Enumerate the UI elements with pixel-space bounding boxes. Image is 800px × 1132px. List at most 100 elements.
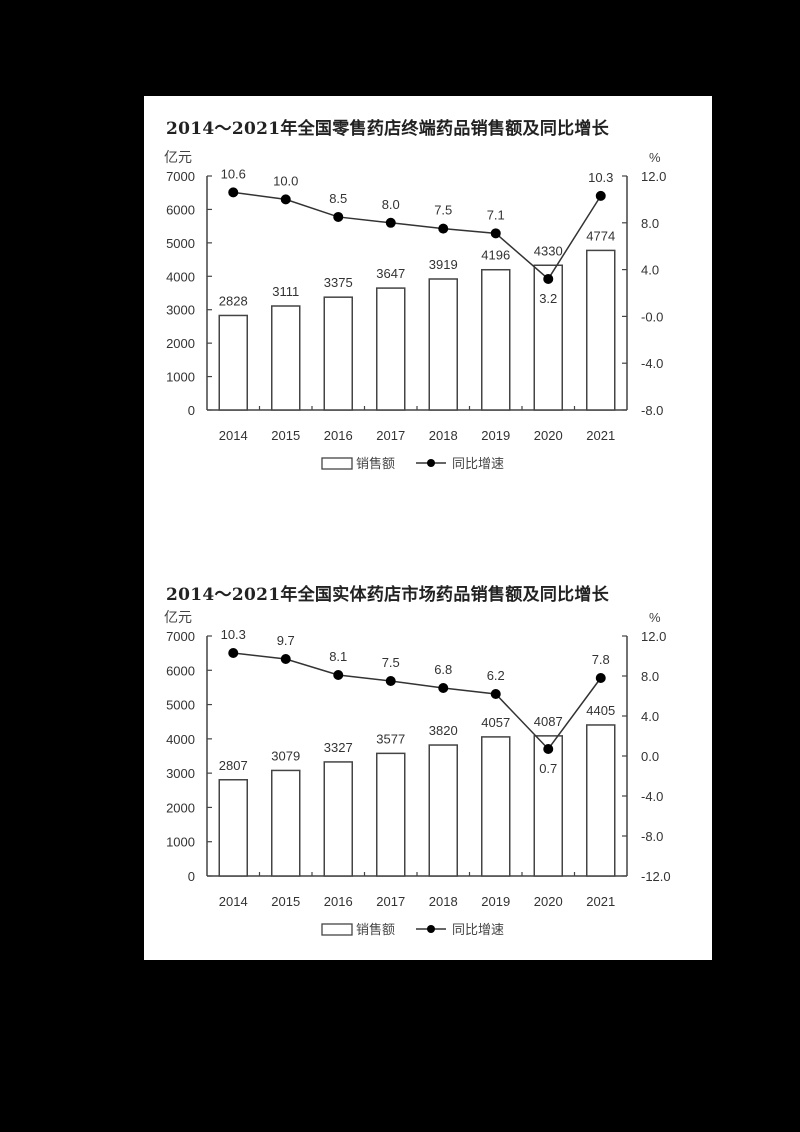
chart-title: 2014～2021年全国零售药店终端药品销售额及同比增长 [166, 119, 610, 139]
growth-rate-marker [333, 670, 344, 680]
bar-value-label: 4196 [481, 248, 510, 263]
retail-pharmacy-chart: 2014～2021年全国零售药店终端药品销售额及同比增长 亿元% 0 1000 200… [144, 96, 712, 516]
bar-value-label: 2807 [219, 758, 248, 773]
y2-tick-label: -4.0 [641, 789, 663, 804]
y-tick-label: 7000 [166, 629, 195, 644]
growth-rate-marker [543, 273, 554, 284]
y2-tick-label: 8.0 [641, 216, 659, 231]
y-tick-label: 3000 [166, 303, 195, 318]
x-tick-label: 2016 [324, 428, 353, 443]
bar-sales [428, 744, 458, 877]
y-tick-label: 1000 [166, 835, 195, 850]
y2-tick-label: 4.0 [641, 709, 659, 724]
bar-value-label: 4774 [586, 228, 615, 243]
growth-rate-line [233, 652, 602, 751]
growth-rate-marker [280, 194, 291, 205]
y2-tick-label: -12.0 [641, 869, 671, 884]
legend-label: 销售额 [356, 456, 395, 471]
y2-tick-label: 4.0 [641, 263, 659, 278]
rate-value-label: 10.3 [221, 627, 246, 642]
y2-tick-label: -8.0 [641, 403, 663, 418]
chart-plot: 亿元 % 0 1000 2000 3000 4000 5000 6000 7000 -8.0 -4.0… [164, 149, 666, 471]
bar-value-label: 4405 [586, 703, 615, 718]
x-tick-label: 2015 [271, 894, 300, 909]
y-tick-label: 2000 [166, 800, 195, 815]
rate-value-label: 7.5 [434, 203, 452, 218]
rate-value-label: 10.6 [221, 166, 246, 181]
y-tick-label: 5000 [166, 236, 195, 251]
x-tick-label: 2016 [324, 894, 353, 909]
legend-bar-swatch [321, 923, 353, 936]
growth-rate-marker [228, 187, 239, 198]
y-tick-label: 1000 [166, 370, 195, 385]
y2-tick-label: 8.0 [641, 669, 659, 684]
chart-legend: 销售额 同比增速 [321, 922, 504, 937]
bar-sales [218, 779, 248, 877]
x-tick-label: 2020 [534, 428, 563, 443]
y-axis-unit-label: 亿元 [164, 149, 192, 165]
bar-sales [323, 761, 353, 877]
bar-sales [586, 724, 616, 877]
physical-pharmacy-chart: 2014～2021年全国实体药店市场药品销售额及同比增长 亿元% 0 1000 200… [144, 568, 712, 960]
growth-rate-marker [385, 217, 396, 228]
y2-tick-label: 0.0 [641, 749, 659, 764]
bar-value-label: 3919 [429, 257, 458, 272]
growth-rate-marker [228, 648, 239, 658]
bar-sales [586, 249, 616, 411]
rate-value-label: 10.0 [273, 173, 298, 188]
bar-value-label: 4087 [534, 714, 563, 729]
rate-value-label: 7.5 [382, 655, 400, 670]
y-tick-label: 0 [188, 403, 195, 418]
growth-rate-marker [438, 223, 449, 234]
y2-tick-label: -8.0 [641, 829, 663, 844]
y-tick-label: 2000 [166, 336, 195, 351]
bar-sales [481, 268, 511, 411]
bar-sales [218, 314, 248, 411]
rate-value-label: 8.5 [329, 191, 347, 206]
chart-plot: 亿元 % 0 1000 2000 3000 4000 5000 6000 7000 -12.0 -8.… [164, 609, 671, 937]
y2-tick-label: -0.0 [641, 309, 663, 324]
y2-tick-label: 12.0 [641, 629, 666, 644]
legend-bar-swatch [321, 457, 353, 470]
y-tick-label: 6000 [166, 663, 195, 678]
y2-axis-unit-label: % [649, 150, 661, 165]
y-tick-label: 4000 [166, 732, 195, 747]
y2-tick-label: 12.0 [641, 169, 666, 184]
bar-value-label: 3327 [324, 740, 353, 755]
x-tick-label: 2015 [271, 428, 300, 443]
rate-value-label: 7.1 [487, 207, 505, 222]
growth-rate-marker [543, 744, 554, 754]
bar-sales [533, 735, 563, 877]
bar-sales [271, 305, 301, 411]
y-tick-label: 0 [188, 869, 195, 884]
rate-value-label: 0.7 [539, 761, 557, 776]
bar-sales [376, 752, 406, 877]
x-tick-label: 2020 [534, 894, 563, 909]
bar-value-label: 3111 [272, 284, 299, 299]
bar-value-label: 3375 [324, 275, 353, 290]
bar-sales [271, 769, 301, 877]
growth-rate-marker [438, 683, 449, 693]
document-page: 2014～2021年全国零售药店终端药品销售额及同比增长 亿元% 0 1000 200… [144, 96, 712, 960]
chart-body: 亿元 % 0 1000 2000 3000 4000 5000 6000 7000 -12.0 -8.… [164, 609, 671, 937]
rate-value-label: 6.8 [434, 662, 452, 677]
rate-value-label: 9.7 [277, 633, 295, 648]
x-tick-label: 2021 [586, 894, 615, 909]
x-tick-label: 2019 [481, 428, 510, 443]
rate-value-label: 7.8 [592, 652, 610, 667]
bar-value-label: 2828 [219, 293, 248, 308]
x-tick-label: 2018 [429, 894, 458, 909]
bar-value-label: 3577 [376, 731, 405, 746]
bar-value-label: 4057 [481, 715, 510, 730]
chart-legend: 销售额 同比增速 [321, 456, 504, 471]
bar-value-label: 4330 [534, 243, 563, 258]
x-tick-label: 2017 [376, 894, 405, 909]
chart-body: 亿元 % 0 1000 2000 3000 4000 5000 6000 7000 -8.0 -4.0… [164, 149, 666, 471]
y2-axis-unit-label: % [649, 610, 661, 625]
rate-value-label: 8.0 [382, 197, 400, 212]
y-tick-label: 7000 [166, 169, 195, 184]
growth-rate-marker [595, 673, 606, 683]
growth-rate-line [233, 191, 602, 281]
x-tick-label: 2018 [429, 428, 458, 443]
y-tick-label: 4000 [166, 269, 195, 284]
